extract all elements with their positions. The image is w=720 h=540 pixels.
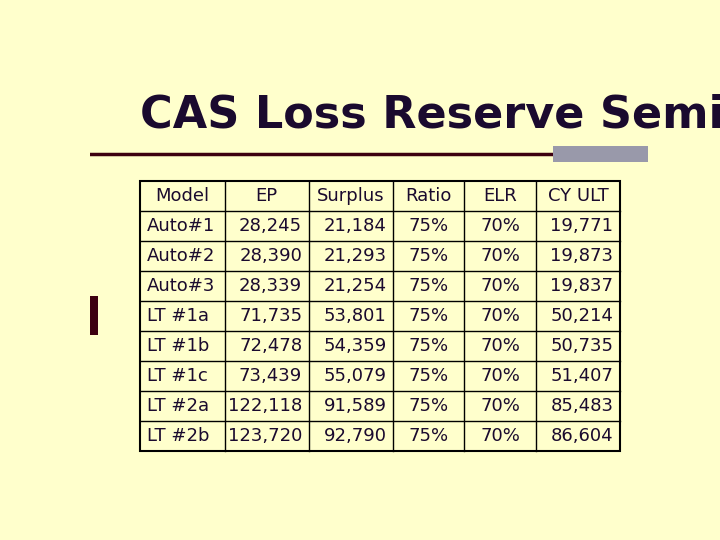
Text: 92,790: 92,790: [323, 427, 387, 445]
Text: 70%: 70%: [480, 307, 520, 325]
Text: Auto#3: Auto#3: [147, 277, 215, 295]
Text: 70%: 70%: [480, 427, 520, 445]
Text: 123,720: 123,720: [228, 427, 302, 445]
Text: LT #2a: LT #2a: [147, 397, 209, 415]
Text: 54,359: 54,359: [323, 337, 387, 355]
Text: 91,589: 91,589: [323, 397, 387, 415]
Text: 28,339: 28,339: [239, 277, 302, 295]
Text: 70%: 70%: [480, 397, 520, 415]
Bar: [90, 295, 99, 335]
Text: 85,483: 85,483: [550, 397, 613, 415]
Text: 75%: 75%: [409, 307, 449, 325]
Text: EP: EP: [256, 187, 278, 205]
Text: 122,118: 122,118: [228, 397, 302, 415]
Text: 86,604: 86,604: [551, 427, 613, 445]
Text: LT #1b: LT #1b: [147, 337, 210, 355]
Text: Surplus: Surplus: [318, 187, 384, 205]
Text: Auto#1: Auto#1: [147, 217, 215, 235]
Text: ELR: ELR: [483, 187, 517, 205]
Text: 75%: 75%: [409, 427, 449, 445]
Text: 73,439: 73,439: [239, 367, 302, 385]
Text: 28,390: 28,390: [239, 247, 302, 265]
Text: 75%: 75%: [409, 397, 449, 415]
Text: 19,771: 19,771: [550, 217, 613, 235]
Text: 70%: 70%: [480, 217, 520, 235]
Bar: [140, 181, 620, 451]
Text: 75%: 75%: [409, 367, 449, 385]
Text: 21,293: 21,293: [323, 247, 387, 265]
Text: LT #1c: LT #1c: [147, 367, 207, 385]
Text: 70%: 70%: [480, 277, 520, 295]
Text: Auto#2: Auto#2: [147, 247, 215, 265]
Text: 51,407: 51,407: [551, 367, 613, 385]
Text: 70%: 70%: [480, 247, 520, 265]
Text: CY ULT: CY ULT: [548, 187, 608, 205]
Text: 55,079: 55,079: [323, 367, 387, 385]
Text: 19,837: 19,837: [550, 277, 613, 295]
Text: Ratio: Ratio: [405, 187, 452, 205]
Text: 50,214: 50,214: [551, 307, 613, 325]
Text: 21,254: 21,254: [323, 277, 387, 295]
Text: 28,245: 28,245: [239, 217, 302, 235]
Text: CAS Loss Reserve Seminar: CAS Loss Reserve Seminar: [140, 94, 720, 137]
Text: 53,801: 53,801: [324, 307, 387, 325]
Text: LT #2b: LT #2b: [147, 427, 210, 445]
Text: 75%: 75%: [409, 217, 449, 235]
Text: 75%: 75%: [409, 247, 449, 265]
Text: 75%: 75%: [409, 337, 449, 355]
Text: 19,873: 19,873: [550, 247, 613, 265]
Text: 70%: 70%: [480, 337, 520, 355]
Text: LT #1a: LT #1a: [147, 307, 209, 325]
Text: 70%: 70%: [480, 367, 520, 385]
Text: 72,478: 72,478: [239, 337, 302, 355]
Text: 50,735: 50,735: [550, 337, 613, 355]
Text: 75%: 75%: [409, 277, 449, 295]
Text: Model: Model: [156, 187, 210, 205]
Text: 71,735: 71,735: [239, 307, 302, 325]
Text: 21,184: 21,184: [323, 217, 387, 235]
Bar: [553, 146, 648, 161]
